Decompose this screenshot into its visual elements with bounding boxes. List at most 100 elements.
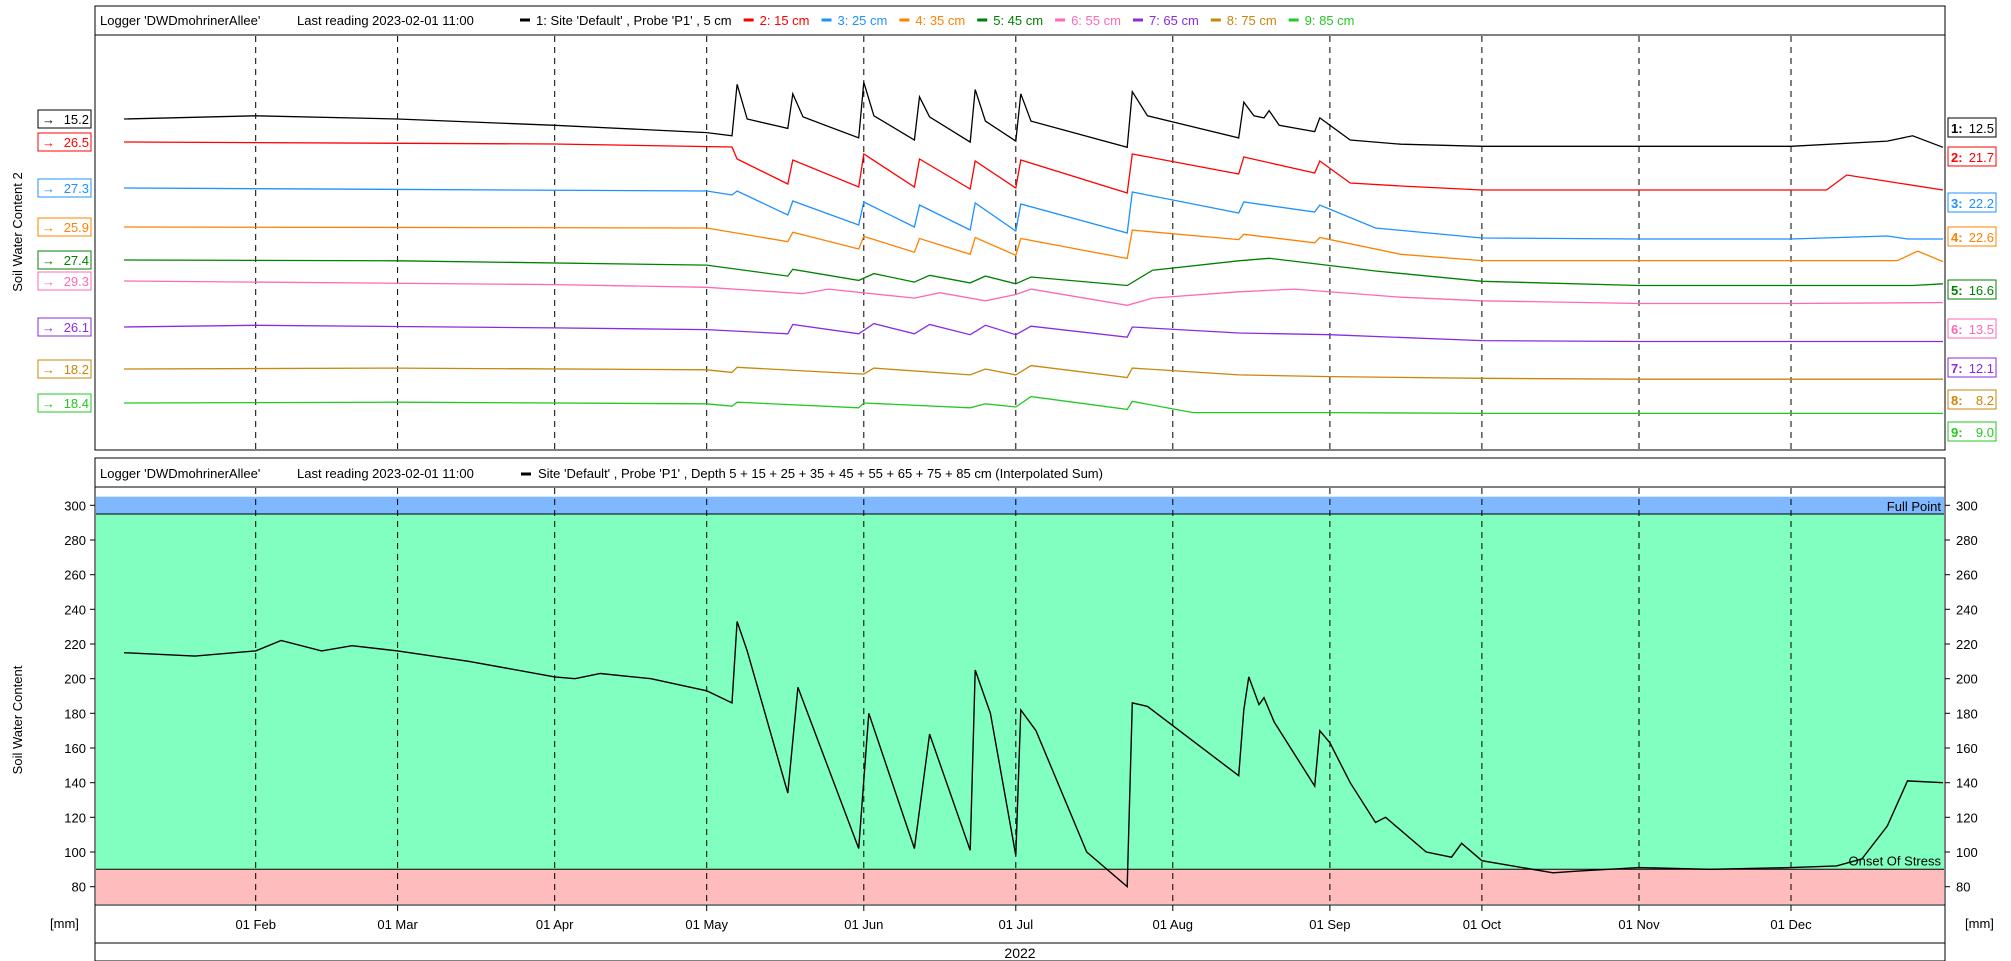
legend-label-5: 5: 45 cm — [993, 13, 1043, 28]
end-value-box-4 — [1947, 226, 1997, 247]
ytick-right-220: 220 — [1956, 637, 1978, 652]
top-panel-logger: Logger 'DWDmohrinerAllee' — [100, 13, 260, 28]
end-value-label-5: 16.6 — [1969, 283, 1994, 298]
xtick-label-6: 01 Jul — [998, 917, 1033, 932]
ytick-right-100: 100 — [1956, 845, 1978, 860]
ytick-left-200: 200 — [64, 672, 86, 687]
end-value-label-4: 22.6 — [1969, 230, 1994, 245]
ytick-right-140: 140 — [1956, 776, 1978, 791]
start-value-arrow-4: → — [42, 220, 55, 235]
start-value-label-2: 26.5 — [64, 135, 89, 150]
start-value-label-5: 27.4 — [64, 253, 89, 268]
top-panel-gridlines — [255, 36, 1792, 449]
start-value-box-8 — [37, 359, 92, 379]
band-2 — [96, 514, 1944, 870]
xtick-label-5: 01 Jun — [844, 917, 883, 932]
end-value-label-3: 22.2 — [1969, 196, 1994, 211]
end-value-box-3 — [1947, 192, 1997, 213]
start-value-label-6: 29.3 — [64, 274, 89, 289]
top-panel-end-labels: 1: 12.5 2: 21.7 3: 22.2 4: 22.6 5: 16.6 6: 13.5 7: 12… — [1947, 117, 1997, 442]
xtick-label-8: 01 Sep — [1309, 917, 1350, 932]
top-series-line-4 — [123, 226, 1944, 263]
top-series-line-5 — [123, 257, 1944, 287]
ytick-right-120: 120 — [1956, 810, 1978, 825]
end-value-label-8: 8.2 — [1976, 393, 1994, 408]
end-value-prefix-8: 8: — [1951, 393, 1963, 408]
end-value-prefix-7: 7: — [1951, 361, 1963, 376]
xtick-label-10: 01 Nov — [1618, 917, 1660, 932]
legend-label-7: 7: 65 cm — [1149, 13, 1199, 28]
start-value-arrow-5: → — [42, 253, 55, 268]
start-value-label-7: 26.1 — [64, 320, 89, 335]
start-value-label-8: 18.2 — [64, 362, 89, 377]
top-panel-series — [123, 82, 1944, 415]
end-value-label-2: 21.7 — [1969, 150, 1994, 165]
xtick-label-7: 01 Aug — [1153, 917, 1194, 932]
start-value-arrow-6: → — [42, 274, 55, 289]
ytick-left-120: 120 — [64, 810, 86, 825]
ytick-right-280: 280 — [1956, 533, 1978, 548]
ytick-left-280: 280 — [64, 533, 86, 548]
ytick-right-180: 180 — [1956, 706, 1978, 721]
top-series-line-3 — [123, 187, 1943, 240]
end-value-prefix-3: 3: — [1951, 196, 1963, 211]
bottom-unit-right: [mm] — [1965, 916, 1994, 931]
bottom-panel-bands: Full Point Onset Of Stress — [96, 496, 1944, 904]
xtick-label-1: 01 Feb — [235, 917, 275, 932]
end-value-prefix-9: 9: — [1951, 425, 1963, 440]
band-label-onset-of-stress: Onset Of Stress — [1849, 853, 1942, 868]
top-series-line-7 — [123, 322, 1943, 343]
ytick-left-160: 160 — [64, 741, 86, 756]
start-value-label-9: 18.4 — [64, 396, 89, 411]
legend-label-2: 2: 15 cm — [760, 13, 810, 28]
end-value-box-1 — [1947, 117, 1997, 138]
band-3 — [96, 869, 1944, 904]
end-value-box-7 — [1947, 357, 1997, 378]
start-value-label-3: 27.3 — [64, 181, 89, 196]
ytick-left-260: 260 — [64, 568, 86, 583]
bottom-series-line — [123, 621, 1944, 889]
end-value-label-1: 12.5 — [1969, 121, 1994, 136]
top-series-line-6 — [123, 280, 1944, 306]
top-panel-last-reading: Last reading 2023-02-01 11:00 — [297, 13, 474, 28]
legend-label-4: 4: 35 cm — [915, 13, 965, 28]
band-1 — [96, 496, 1944, 514]
end-value-label-7: 12.1 — [1969, 361, 1994, 376]
end-value-prefix-6: 6: — [1951, 322, 1963, 337]
bottom-panel-xticks: 01 Feb 01 Mar 01 Apr 01 May 01 Jun 01 Jul 01 A… — [235, 905, 1812, 932]
xtick-label-9: 01 Oct — [1463, 917, 1502, 932]
bottom-unit-left: [mm] — [50, 916, 79, 931]
bottom-panel-ylabel: Soil Water Content — [10, 665, 25, 774]
band-label-full-point: Full Point — [1887, 499, 1942, 514]
start-value-box-6 — [37, 271, 92, 291]
start-value-arrow-1: → — [42, 112, 55, 127]
start-value-arrow-7: → — [42, 320, 55, 335]
end-value-box-9 — [1947, 421, 1997, 442]
start-value-arrow-3: → — [42, 181, 55, 196]
top-series-line-9 — [123, 395, 1943, 415]
end-value-label-9: 9.0 — [1976, 425, 1994, 440]
end-value-prefix-5: 5: — [1951, 283, 1963, 298]
start-value-arrow-8: → — [42, 362, 55, 377]
legend-label-6: 6: 55 cm — [1071, 13, 1121, 28]
end-value-box-2 — [1947, 146, 1997, 167]
start-value-box-3 — [37, 178, 92, 198]
ytick-left-300: 300 — [64, 498, 86, 513]
bottom-panel-gridlines — [255, 488, 1792, 904]
bottom-panel-yticks: 80 80 100 100 120 120 140 140 160 160 180 180 200 200… — [64, 498, 1977, 894]
bottom-panel-logger: Logger 'DWDmohrinerAllee' — [100, 466, 260, 481]
ytick-right-260: 260 — [1956, 568, 1978, 583]
ytick-right-300: 300 — [1956, 498, 1978, 513]
ytick-right-240: 240 — [1956, 602, 1978, 617]
start-value-box-4 — [37, 217, 92, 237]
ytick-right-200: 200 — [1956, 672, 1978, 687]
top-series-line-8 — [123, 364, 1943, 380]
top-series-line-2 — [123, 141, 1944, 194]
end-value-box-8 — [1947, 389, 1997, 410]
start-value-label-1: 15.2 — [64, 112, 89, 127]
legend-label-9: 9: 85 cm — [1305, 13, 1355, 28]
ytick-right-160: 160 — [1956, 741, 1978, 756]
top-panel-start-labels: → 15.2 → 26.5 → 27.3 → 25.9 → 27.4 → 29.3 → 26.1 → 18.2… — [37, 109, 92, 413]
bottom-legend-series: Site 'Default' , Probe 'P1' , Depth 5 + … — [538, 466, 1103, 481]
